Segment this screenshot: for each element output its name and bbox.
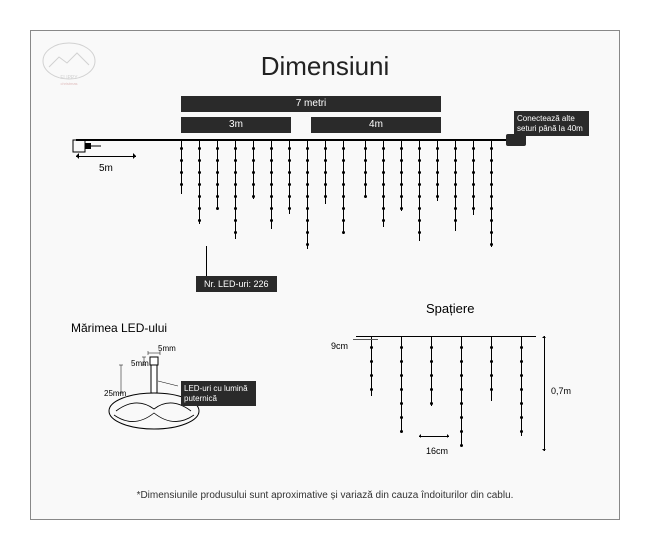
strand	[271, 139, 272, 229]
strand	[199, 139, 200, 224]
led-height-label: 5mm	[131, 359, 149, 368]
spacing-strand	[521, 336, 522, 436]
strand	[365, 139, 366, 197]
strand	[325, 139, 326, 204]
main-strands	[181, 139, 501, 259]
strand	[235, 139, 236, 239]
strand	[253, 139, 254, 199]
lead-cable-label: 5m	[99, 163, 113, 174]
strand	[473, 139, 474, 215]
led-width-label: 5mm	[158, 344, 176, 353]
height-07m-line	[544, 336, 545, 451]
strand	[383, 139, 384, 227]
connect-note: Conectează alte seturi până la 40m	[514, 111, 589, 136]
gap-16cm-label: 16cm	[426, 446, 448, 456]
spacing-strand	[491, 336, 492, 401]
strand	[455, 139, 456, 231]
gap-16cm-arrow	[419, 436, 449, 437]
page-title: Dimensiuni	[31, 51, 619, 82]
led-count-label: Nr. LED-uri: 226	[196, 276, 277, 292]
lead-cable-arrow	[76, 156, 136, 157]
led-count-pointer	[206, 246, 207, 276]
spacing-strand	[371, 336, 372, 396]
led-description: LED-uri cu lumină puternică	[181, 381, 256, 406]
strand	[491, 139, 492, 247]
strand	[343, 139, 344, 234]
footnote-text: *Dimensiunile produsului sunt aproximati…	[31, 490, 619, 501]
dim-section-a: 3m	[181, 117, 291, 133]
strand	[419, 139, 420, 241]
height-07m-label: 0,7m	[551, 386, 571, 396]
strand	[307, 139, 308, 249]
spacing-strand	[401, 336, 402, 431]
diagram-frame: FLIPPY christmas Dimensiuni 7 metri 3m 4…	[30, 30, 620, 520]
strand	[181, 139, 182, 194]
dim-section-b: 4m	[311, 117, 441, 133]
spacing-diagram	[356, 326, 566, 456]
strand	[437, 139, 438, 201]
gap-9cm-label: 9cm	[331, 341, 348, 351]
strand	[289, 139, 290, 214]
connector-icon	[506, 134, 526, 146]
led-bulb-label: 25mm	[104, 389, 126, 398]
dim-total-width: 7 metri	[181, 96, 441, 112]
spacing-strand	[431, 336, 432, 406]
led-detail-diagram: 5mm 5mm 25mm LED-uri cu lumină puternică	[76, 341, 206, 451]
strand	[217, 139, 218, 209]
strand	[401, 139, 402, 211]
led-size-title: Mărimea LED-ului	[71, 321, 167, 335]
spacing-title: Spațiere	[426, 301, 474, 316]
gap-9cm-pointer	[353, 339, 378, 340]
spacing-cable-line	[356, 336, 536, 337]
spacing-strand	[461, 336, 462, 446]
